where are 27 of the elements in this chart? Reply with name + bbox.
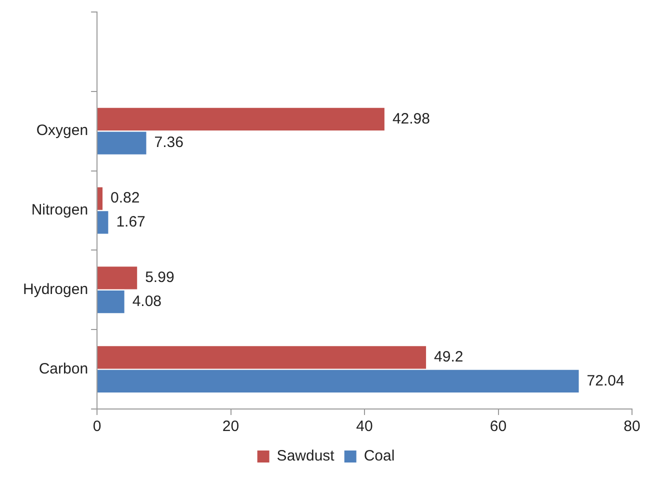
y-tick-label: Oxygen — [36, 122, 88, 140]
data-label: 5.99 — [145, 269, 174, 286]
y-tick-label: Hydrogen — [22, 281, 88, 298]
bar — [98, 346, 426, 369]
data-label: 72.04 — [586, 372, 624, 390]
bar — [98, 187, 103, 210]
y-tick-label: Carbon — [38, 360, 88, 378]
legend-label: Sawdust — [276, 448, 336, 465]
bar — [98, 370, 579, 393]
bar — [98, 132, 146, 154]
data-label: 1.67 — [116, 214, 146, 231]
x-tick-label: 80 — [624, 418, 640, 436]
x-tick-label: 40 — [356, 418, 373, 436]
bar — [98, 266, 138, 290]
data-label: 49.2 — [434, 348, 464, 366]
bar — [98, 211, 108, 234]
y-tick-label: Nitrogen — [31, 202, 88, 219]
data-label: 7.36 — [154, 134, 184, 152]
x-tick-label: 20 — [222, 418, 240, 436]
x-tick-label: 0 — [92, 418, 102, 436]
legend-label: Coal — [364, 448, 395, 465]
data-label: 42.98 — [392, 110, 430, 128]
bar — [98, 290, 124, 314]
data-label: 4.08 — [132, 292, 162, 310]
data-label: 0.82 — [110, 190, 140, 207]
bar — [98, 108, 384, 131]
x-tick-label: 60 — [490, 418, 507, 436]
